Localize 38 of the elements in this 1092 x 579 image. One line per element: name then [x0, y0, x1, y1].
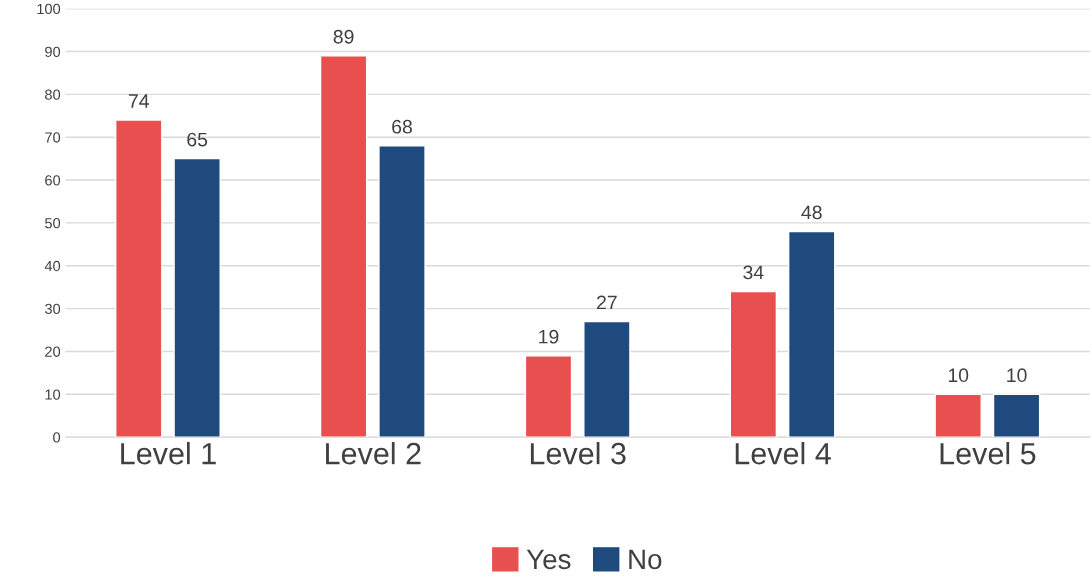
- y-tick-label: 30: [45, 303, 61, 315]
- y-tick-label: 100: [37, 3, 61, 15]
- y-tick-label: 80: [45, 89, 61, 100]
- y-tick-label: 50: [45, 218, 61, 229]
- y-tick-label: 70: [45, 132, 61, 143]
- y-tick-label: 10: [45, 389, 61, 400]
- data-label: 74: [128, 94, 149, 108]
- y-tick-label: 90: [45, 46, 61, 57]
- bar: [583, 320, 631, 438]
- y-tick-label: 0: [53, 432, 61, 443]
- x-tick-label: Level 3: [530, 442, 626, 465]
- y-tick-label: 60: [45, 175, 61, 186]
- data-label: 48: [801, 205, 822, 220]
- bar: [319, 55, 368, 438]
- bar: [787, 230, 836, 438]
- legend-label: Yes: [526, 549, 571, 570]
- x-tick-label: Level 1: [121, 442, 216, 465]
- data-label: 68: [392, 119, 412, 134]
- legend-label: No: [629, 549, 662, 570]
- bar: [378, 145, 426, 438]
- y-tick-label: 40: [44, 260, 61, 272]
- bar: [992, 393, 1041, 438]
- bar: [729, 290, 778, 438]
- x-tick-label: Level 2: [326, 442, 421, 465]
- data-label: 89: [333, 29, 354, 44]
- y-tick-label: 20: [45, 346, 61, 357]
- data-label: 19: [539, 329, 559, 344]
- data-label: 10: [1007, 368, 1027, 383]
- data-label: 10: [948, 368, 969, 383]
- x-tick-label: Level 4: [735, 442, 831, 465]
- bar: [524, 355, 573, 438]
- data-label: 34: [743, 265, 764, 280]
- bar: [115, 119, 163, 438]
- data-label: 27: [597, 295, 617, 310]
- data-label: 65: [187, 132, 208, 147]
- bar: [173, 157, 221, 438]
- bar: [934, 393, 982, 438]
- x-tick-label: Level 5: [940, 442, 1036, 465]
